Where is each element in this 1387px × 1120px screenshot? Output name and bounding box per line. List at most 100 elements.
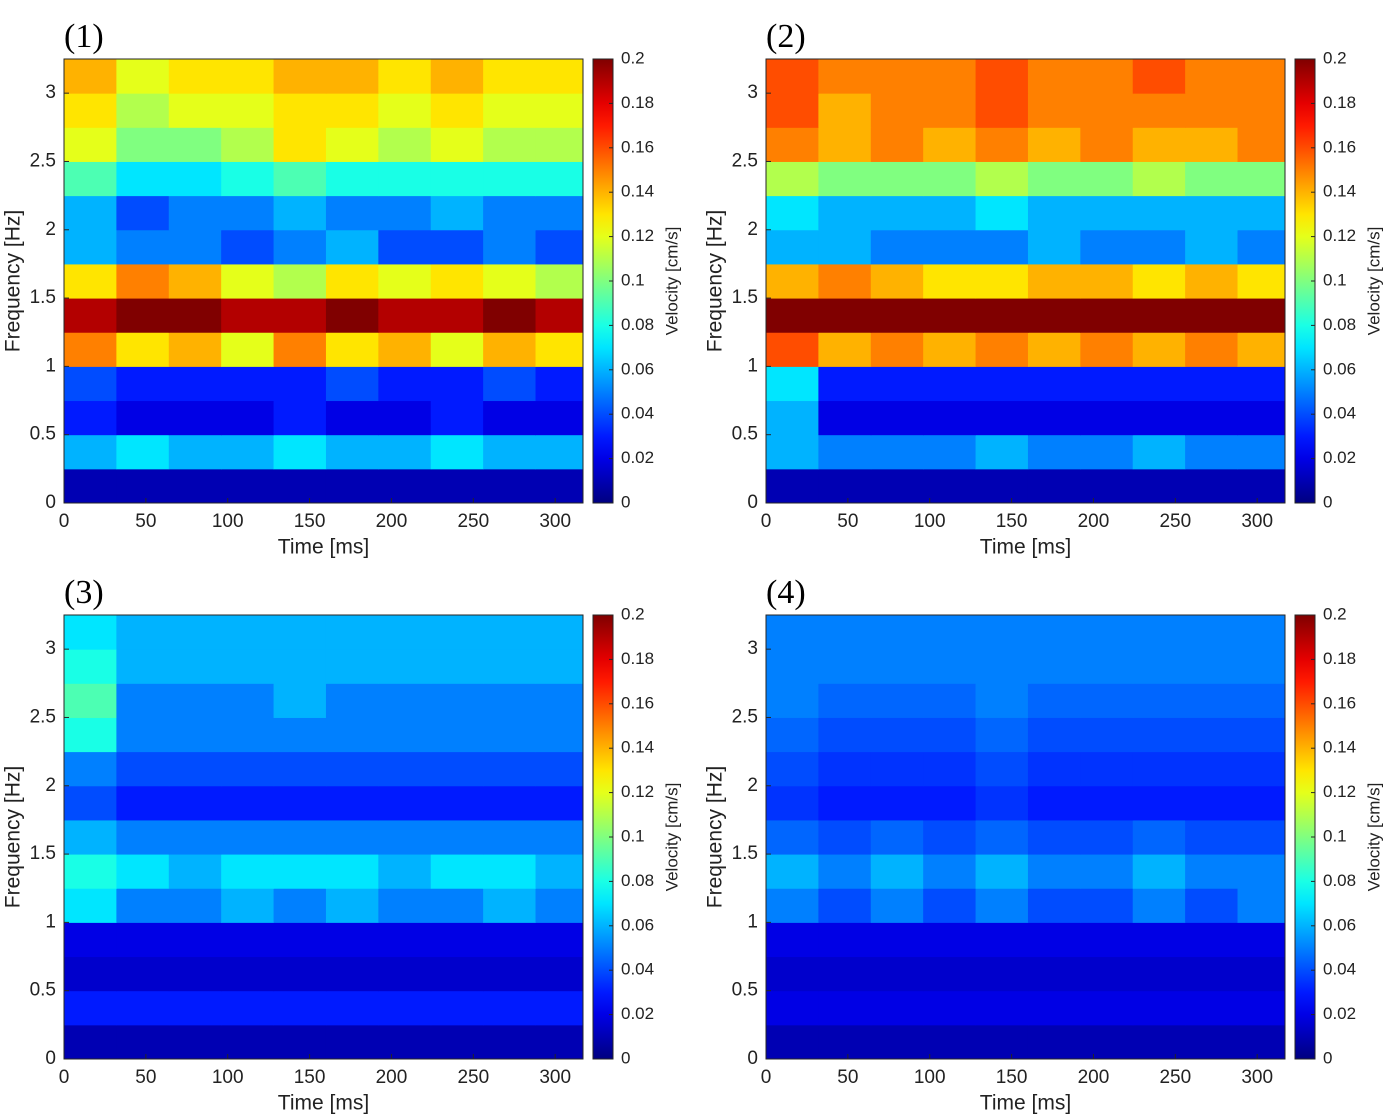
heatmap-cell [535, 683, 583, 718]
heatmap-cell [1185, 161, 1239, 197]
heatmap-cell [168, 615, 222, 650]
heatmap-cell [64, 717, 117, 753]
heatmap-cell [1185, 785, 1239, 821]
heatmap-cell [923, 93, 977, 128]
heatmap-cell [221, 922, 275, 958]
heatmap-cell [378, 366, 432, 402]
heatmap-cell [221, 93, 275, 128]
heatmap-cell [325, 751, 379, 787]
heatmap-cell [378, 785, 432, 821]
heatmap-cell [221, 751, 275, 787]
heatmap-cell [430, 854, 484, 889]
heatmap-cell [116, 888, 170, 923]
heatmap-cell [1132, 956, 1186, 992]
x-tick-label: 250 [457, 1067, 489, 1088]
heatmap-cell [535, 956, 583, 992]
heatmap-cell [975, 93, 1029, 128]
axes-frame [63, 614, 584, 1060]
heatmap-cell [325, 127, 379, 162]
axes-frame [765, 614, 1286, 1060]
heatmap-cell [1027, 332, 1081, 367]
heatmap-cell [1027, 161, 1081, 197]
heatmap-cell [535, 263, 583, 299]
heatmap-cell [923, 683, 977, 718]
heatmap-cell [1132, 990, 1186, 1026]
colorbar-tick-label: 0.14 [1323, 182, 1356, 201]
heatmap-cell [766, 263, 819, 299]
heatmap-cell [273, 683, 327, 718]
colorbar-tick-label: 0.12 [621, 782, 654, 801]
heatmap-cell [430, 888, 484, 923]
heatmap-cell [1185, 956, 1239, 992]
heatmap-cell [1132, 161, 1186, 197]
heatmap-cell [221, 956, 275, 992]
heatmap-cell [168, 332, 222, 367]
heatmap-cell [116, 819, 170, 855]
y-tick-label: 2 [45, 775, 56, 796]
heatmap-cell [975, 717, 1029, 753]
heatmap-cell [64, 785, 117, 821]
heatmap-cell [378, 59, 432, 94]
heatmap-cell [221, 434, 275, 470]
heatmap-cell [325, 785, 379, 821]
heatmap-cell [1132, 195, 1186, 231]
heatmap-cell [535, 229, 583, 265]
heatmap-cell [168, 468, 222, 503]
heatmap-cell [923, 366, 977, 402]
heatmap-cell [325, 649, 379, 684]
heatmap-cell [1080, 615, 1134, 650]
heatmap-cell [1237, 127, 1285, 162]
heatmap-cell [975, 59, 1029, 94]
colorbar-tick-label: 0.02 [1323, 1004, 1356, 1023]
heatmap-cell [116, 956, 170, 992]
heatmap-cell [168, 683, 222, 718]
heatmap-cell [1185, 649, 1239, 684]
heatmap-cell [483, 717, 537, 753]
heatmap-cell [535, 127, 583, 162]
heatmap-cell [116, 93, 170, 128]
heatmap-cell [273, 366, 327, 402]
heatmap-cell [535, 649, 583, 684]
y-tick-label: 1.5 [30, 843, 56, 864]
heatmap-cell [1080, 888, 1134, 923]
heatmap-cell [870, 1024, 924, 1059]
heatmap-cell [870, 161, 924, 197]
heatmap-cell [483, 785, 537, 821]
heatmap-cell [1027, 1024, 1081, 1059]
heatmap-cell [116, 400, 170, 436]
heatmap [766, 615, 1285, 1059]
heatmap-cell [64, 434, 117, 470]
heatmap-cell [818, 717, 872, 753]
heatmap-cell [1237, 400, 1285, 436]
heatmap-cell [483, 127, 537, 162]
heatmap-cell [818, 59, 872, 94]
heatmap-cell [168, 922, 222, 958]
heatmap-cell [168, 751, 222, 787]
colorbar-tick-label: 0.16 [1323, 693, 1356, 712]
heatmap-cell [273, 615, 327, 650]
heatmap-cell [1237, 263, 1285, 299]
heatmap-cell [535, 888, 583, 923]
heatmap-cell [116, 468, 170, 503]
colorbar-tick-label: 0.18 [621, 649, 654, 668]
heatmap-cell [430, 819, 484, 855]
colorbar-tick-label: 0.04 [621, 404, 654, 423]
heatmap-cell [273, 434, 327, 470]
heatmap-cell [870, 819, 924, 855]
heatmap-cell [1132, 751, 1186, 787]
heatmap-cell [975, 1024, 1029, 1059]
heatmap-cell [535, 468, 583, 503]
heatmap-cell [168, 854, 222, 889]
heatmap-cell [273, 468, 327, 503]
heatmap-cell [1132, 1024, 1186, 1059]
heatmap-cell [1237, 956, 1285, 992]
panel-title: (4) [766, 574, 806, 611]
heatmap-cell [923, 854, 977, 889]
heatmap-cell [766, 854, 819, 889]
heatmap-cell [221, 717, 275, 753]
heatmap-cell [1027, 854, 1081, 889]
heatmap-cell [975, 854, 1029, 889]
heatmap-cell [818, 229, 872, 265]
heatmap-cell [64, 468, 117, 503]
heatmap-cell [1237, 59, 1285, 94]
